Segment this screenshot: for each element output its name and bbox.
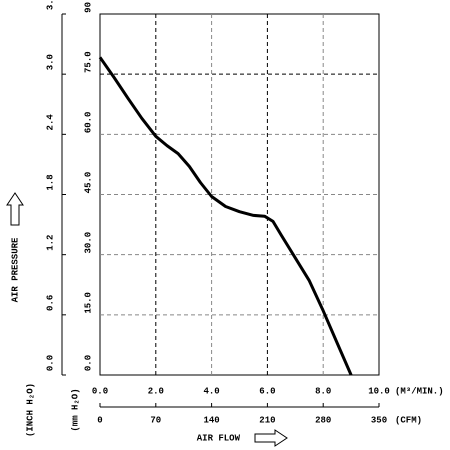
x-unit: (M³/MIN.) xyxy=(395,386,444,396)
y2-tick-label: 3.0 xyxy=(45,54,55,70)
x-tick-label: 6.0 xyxy=(259,386,275,396)
y-label: AIR PRESSURE xyxy=(10,237,20,302)
y-tick-label: 0.0 xyxy=(83,355,93,371)
x2-tick-label: 140 xyxy=(203,415,219,425)
curve xyxy=(98,56,353,376)
y2-unit: (INCH H₂O) xyxy=(25,383,35,437)
x-tick-label: 2.0 xyxy=(148,386,164,396)
x-tick-label: 4.0 xyxy=(203,386,219,396)
y2-tick-label: 1.8 xyxy=(45,174,55,190)
x2-tick-label: 350 xyxy=(371,415,387,425)
y2-tick-label: 2.4 xyxy=(45,114,55,131)
y-tick-label: 75.0 xyxy=(83,51,93,73)
y-tick-label: 15.0 xyxy=(83,292,93,314)
x-tick-label: 8.0 xyxy=(315,386,331,396)
y2-tick-label: 0.0 xyxy=(45,355,55,371)
x2-tick-label: 70 xyxy=(150,415,161,425)
x2-tick-label: 280 xyxy=(315,415,331,425)
up-arrow xyxy=(6,192,24,226)
plot-frame xyxy=(99,13,380,376)
x2-tick-label: 210 xyxy=(259,415,275,425)
y-tick-label: 90.0 xyxy=(83,0,93,13)
y-tick-label: 45.0 xyxy=(83,172,93,194)
x2-unit: (CFM) xyxy=(395,415,422,425)
x-label: AIR FLOW xyxy=(197,433,241,443)
y-tick-label: 60.0 xyxy=(83,112,93,134)
right-arrow xyxy=(254,429,288,447)
x-tick-label: 0.0 xyxy=(92,386,108,396)
y-unit: (mm H₂O) xyxy=(70,388,80,431)
y2-tick-label: 1.2 xyxy=(45,235,55,251)
x-tick-label: 10.0 xyxy=(368,386,390,396)
y-tick-label: 30.0 xyxy=(83,232,93,254)
x2-tick-label: 0 xyxy=(97,415,102,425)
y2-tick-label: 0.6 xyxy=(45,295,55,311)
y2-tick-label: 3.6 xyxy=(45,0,55,10)
